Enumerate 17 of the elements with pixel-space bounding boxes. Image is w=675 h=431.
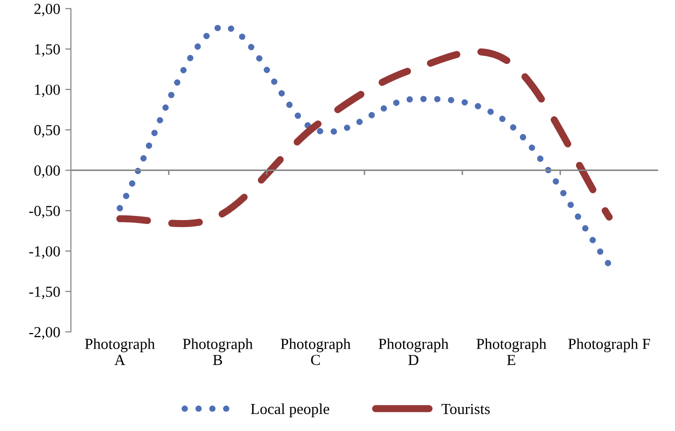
x-tick-label: Photograph A [85, 338, 155, 365]
y-tick-label: -2,00 [29, 327, 60, 340]
x-tick-label: Photograph B [182, 338, 253, 365]
legend-label: Local people [250, 403, 330, 418]
y-tick-label: 1,50 [35, 44, 60, 57]
x-tick-label: Photograph C [280, 338, 351, 366]
legend-label: Tourists [442, 404, 490, 414]
y-tick-label: 0,00 [34, 165, 60, 178]
y-tick-label: -0,50 [29, 206, 60, 218]
y-tick-label: 2,00 [34, 4, 60, 16]
y-tick-label: -1,50 [29, 286, 60, 300]
x-tick-label: Photograph E [476, 338, 546, 365]
y-tick-label: 0,50 [34, 124, 60, 138]
y-tick-label: 1,00 [35, 84, 60, 98]
y-tick-label: -1,00 [29, 246, 60, 259]
x-tick-label: Photograph D [378, 338, 448, 365]
x-tick-label: Photograph F [568, 338, 650, 352]
